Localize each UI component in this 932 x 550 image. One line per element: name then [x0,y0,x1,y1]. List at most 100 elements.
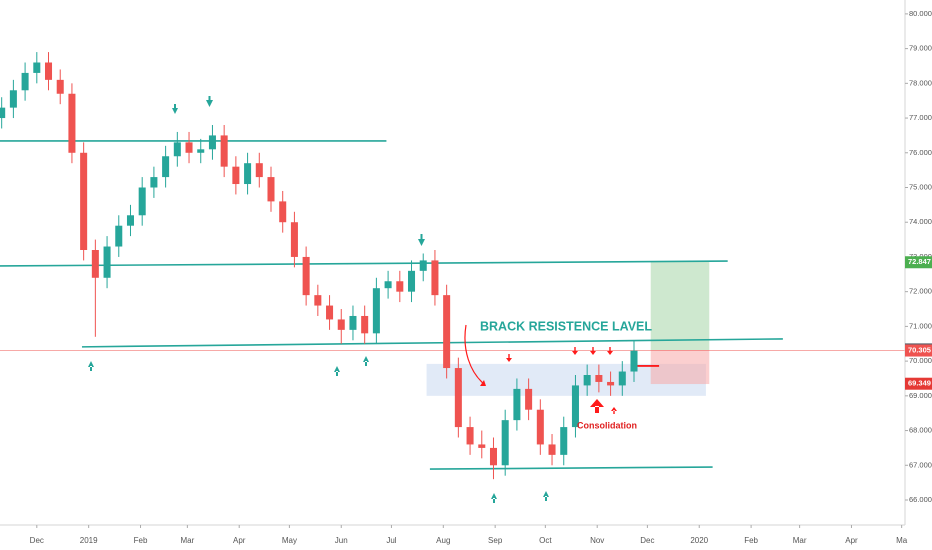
curved-arrow [464,324,485,385]
candle-body [618,371,626,386]
x-tick-label: 2020 [690,536,708,545]
y-tick-label: 78.000 [909,78,932,87]
red-arrows [506,347,617,414]
candle-body [9,90,17,108]
y-tick-label: 77.000 [909,113,932,122]
candle-body [548,444,556,455]
y-tick-label: 68.000 [909,426,932,435]
x-tick-label: 2019 [80,536,98,545]
candle-body [396,281,404,292]
candle-body [513,388,521,421]
candle-body [419,260,427,271]
candle-body [115,225,123,247]
candle-body [0,107,6,119]
candle-body [33,62,41,73]
x-tick-label: Ma [896,536,908,545]
candle-body [337,319,345,330]
annotation: Consolidation [577,420,637,430]
candle-body [326,305,334,320]
candle-body [126,215,134,226]
candle-body [91,250,99,278]
price-label-box [905,256,932,269]
candle-body [232,166,240,185]
candle-body [138,187,146,216]
x-tick-label: Sep [488,536,503,545]
trend-line [0,260,728,267]
arrow-up [363,356,369,366]
candle-body [478,444,486,448]
candle-body [607,381,615,386]
candle-body [103,246,111,278]
teal-arrows [88,96,549,503]
candle-body [525,388,533,410]
candle-body [173,142,181,157]
x-tick-label: Dec [640,536,654,545]
x-tick-label: Mar [793,536,807,545]
candle-body [595,375,603,382]
y-tick-label: 67.000 [909,460,932,469]
candle-body [197,149,205,153]
x-tick-label: Nov [590,536,604,545]
candle-body [150,177,158,188]
x-tick-label: Aug [436,536,450,545]
candle-body [536,409,544,445]
zones [0,261,905,396]
trend-line [429,466,713,470]
arrow-up [491,493,497,503]
candle-body [44,62,53,80]
candle-body [68,93,76,153]
candle-body [162,156,170,178]
y-tick-label: 66.000 [909,495,932,504]
annotation: BRACK RESISTENCE LAVEL [480,319,652,333]
candle-body [361,315,369,334]
candle-body [208,135,216,150]
candle-body [21,72,29,91]
arrow-up [611,407,617,414]
plot [0,52,783,480]
candle-body [185,142,193,153]
candle-body [314,295,322,306]
arrow-up-large [590,399,604,413]
arrow-down [572,347,578,355]
candle-body [290,222,298,257]
x-tick-label: Feb [744,536,758,545]
x-tick-label: Apr [845,536,858,545]
candle-body [349,315,357,330]
axes: 66.000 67.000 68.000 69.000 70.000 71.000 72.0… [30,9,932,545]
candle-body [501,420,509,466]
x-tick-label: Jun [335,536,348,545]
candle-body [443,295,451,369]
arrow-down [206,96,213,107]
arrow-down [590,347,596,355]
y-tick-label: 79.000 [909,44,932,53]
arrow-up [543,491,549,501]
y-tick-label: 70.000 [909,356,932,365]
candle-body [630,350,638,372]
arrow-down [418,234,425,246]
y-tick-label: 74.000 [909,217,932,226]
price-label-box [905,344,932,357]
arrow-up [88,361,94,371]
y-tick-label: 72.000 [909,287,932,296]
candle-body [267,177,275,202]
y-tick-label: 76.000 [909,148,932,157]
candle-body [489,447,497,466]
x-tick-label: Oct [539,536,552,545]
candle-body [384,281,392,289]
trend-line [81,338,783,348]
price-label: 72.847 [908,257,931,266]
price-label: 70.305 [908,346,931,355]
zone [650,261,710,350]
x-tick-label: May [282,536,297,545]
curved-arrow-head [480,380,486,386]
candle-body [560,427,568,455]
x-tick-label: Dec [30,536,44,545]
arrow-up [334,366,340,376]
y-tick-label: 69.000 [909,391,932,400]
candle-body [583,375,591,386]
x-tick-label: Feb [134,536,148,545]
candle-body [408,270,416,292]
